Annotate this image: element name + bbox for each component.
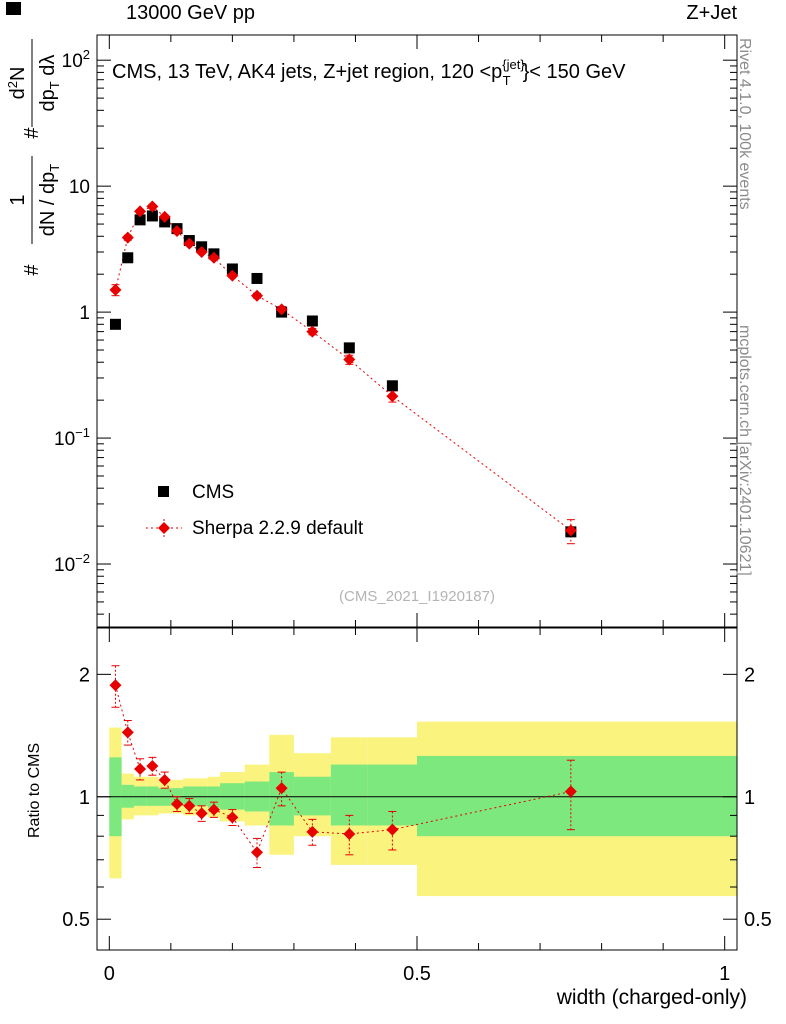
- cms-marker: [109, 318, 121, 330]
- legend-cms-label: CMS: [192, 482, 234, 503]
- sherpa-marker: [121, 231, 134, 244]
- ratio-tick-label-left: 0.5: [62, 909, 90, 931]
- ratio-marker: [343, 827, 356, 840]
- sherpa-marker: [158, 210, 171, 223]
- ratio-marker: [306, 825, 319, 838]
- x-axis-title: width (charged-only): [556, 986, 747, 1009]
- sherpa-line-main: [114, 205, 572, 531]
- ylabel-hash2: #: [21, 127, 43, 139]
- ratio-marker: [564, 785, 577, 798]
- sherpa-errors-main: [111, 204, 575, 545]
- band-green: [417, 755, 737, 837]
- cms-marker: [343, 342, 355, 354]
- header-energy: 13000 GeV pp: [126, 2, 255, 24]
- band-green: [183, 786, 196, 806]
- ratio-points: [109, 679, 577, 859]
- ratio-marker: [121, 726, 134, 739]
- y-main-tick-label: 10−2: [54, 551, 90, 576]
- sherpa-marker: [343, 353, 356, 366]
- ratio-marker: [226, 811, 239, 824]
- legend-cms-marker: [158, 486, 169, 497]
- y-main-tick-label: 10: [69, 177, 90, 198]
- band-green: [121, 784, 134, 808]
- ratio-tick-label-left: 2: [79, 664, 90, 686]
- sherpa-marker: [386, 390, 399, 403]
- axis-ticks: [97, 35, 737, 950]
- ratio-marker: [251, 846, 263, 859]
- ratio-marker: [275, 782, 288, 795]
- ratio-marker: [158, 773, 171, 786]
- sherpa-marker: [306, 325, 319, 338]
- cms-marker: [134, 214, 146, 226]
- ratio-marker: [146, 760, 159, 773]
- legend-sherpa-label: Sherpa 2.2.9 default: [192, 518, 364, 539]
- sherpa-marker: [251, 289, 263, 302]
- mcplots-reference-label: mcplots.cern.ch [arXiv:2401.10621]: [736, 325, 753, 576]
- cms-points: [109, 210, 577, 538]
- band-green: [146, 786, 159, 806]
- cms-marker: [386, 380, 398, 392]
- ratio-tick-label-right: 2: [744, 664, 755, 686]
- sherpa-marker: [195, 246, 208, 259]
- header-process: Z+Jet: [686, 2, 737, 24]
- band-green: [195, 786, 208, 806]
- ylabel-hash: #: [21, 264, 43, 276]
- y-main-tick-label: 102: [62, 47, 90, 72]
- ratio-marker: [183, 799, 196, 812]
- ylabel-frac1-num: 1: [7, 194, 29, 205]
- ratio-axis-title: Ratio to CMS: [26, 742, 43, 838]
- sherpa-marker: [564, 524, 577, 537]
- sherpa-marker: [207, 251, 220, 264]
- x-tick-label: 0: [104, 963, 115, 985]
- corner-mark: [6, 2, 21, 15]
- ratio-marker: [171, 797, 183, 810]
- sherpa-marker: [275, 303, 288, 316]
- sherpa-marker: [226, 269, 239, 282]
- panel-title: CMS, 13 TeV, AK4 jets, Z+jet region, 120…: [112, 57, 626, 88]
- ylabel-frac2-num: d2N: [5, 67, 29, 100]
- ratio-tick-label-left: 1: [79, 787, 90, 809]
- cms-marker: [251, 272, 263, 284]
- y-axis-title: #1 dN / dpT # d2N dpT dλ: [5, 39, 62, 276]
- x-tick-label: 0.5: [403, 963, 431, 985]
- ylabel-frac2-den: dpT dλ: [37, 55, 62, 112]
- y-main-tick-label: 1: [79, 303, 90, 324]
- sherpa-marker: [146, 200, 159, 213]
- band-green: [133, 786, 147, 806]
- cms-marker: [146, 210, 158, 222]
- legend-sherpa-marker: [158, 522, 170, 534]
- cms-marker: [306, 315, 318, 327]
- axis-tick-labels: 102 10 1 10−1 10−2 2 2 1 1 0.5 0.5 0 0.5 1: [54, 47, 772, 985]
- y-main-tick-label: 10−1: [54, 425, 90, 450]
- rivet-version-label: Rivet 4.1.0, 100k events: [736, 38, 753, 210]
- cms-marker: [226, 263, 238, 275]
- ratio-marker: [386, 823, 399, 836]
- sherpa-marker: [109, 283, 122, 296]
- ratio-marker: [195, 807, 208, 820]
- sherpa-marker: [171, 225, 183, 238]
- cms-marker: [122, 252, 134, 264]
- band-green: [367, 764, 417, 826]
- ylabel-frac1-den: dN / dpT: [37, 164, 62, 236]
- sherpa-marker: [134, 205, 147, 218]
- sherpa-marker: [183, 237, 196, 250]
- ratio-tick-label-right: 0.5: [744, 909, 772, 931]
- sherpa-points: [109, 200, 577, 537]
- ratio-marker: [134, 763, 147, 776]
- x-tick-label: 1: [719, 963, 730, 985]
- ratio-tick-label-right: 1: [744, 787, 755, 809]
- ratio-uncertainty-bands: [109, 721, 737, 897]
- analysis-id-watermark: (CMS_2021_I1920187): [339, 588, 495, 605]
- ratio-marker: [207, 803, 220, 816]
- ratio-marker: [109, 679, 122, 692]
- legend: CMS Sherpa 2.2.9 default: [146, 482, 364, 539]
- band-green: [293, 776, 331, 816]
